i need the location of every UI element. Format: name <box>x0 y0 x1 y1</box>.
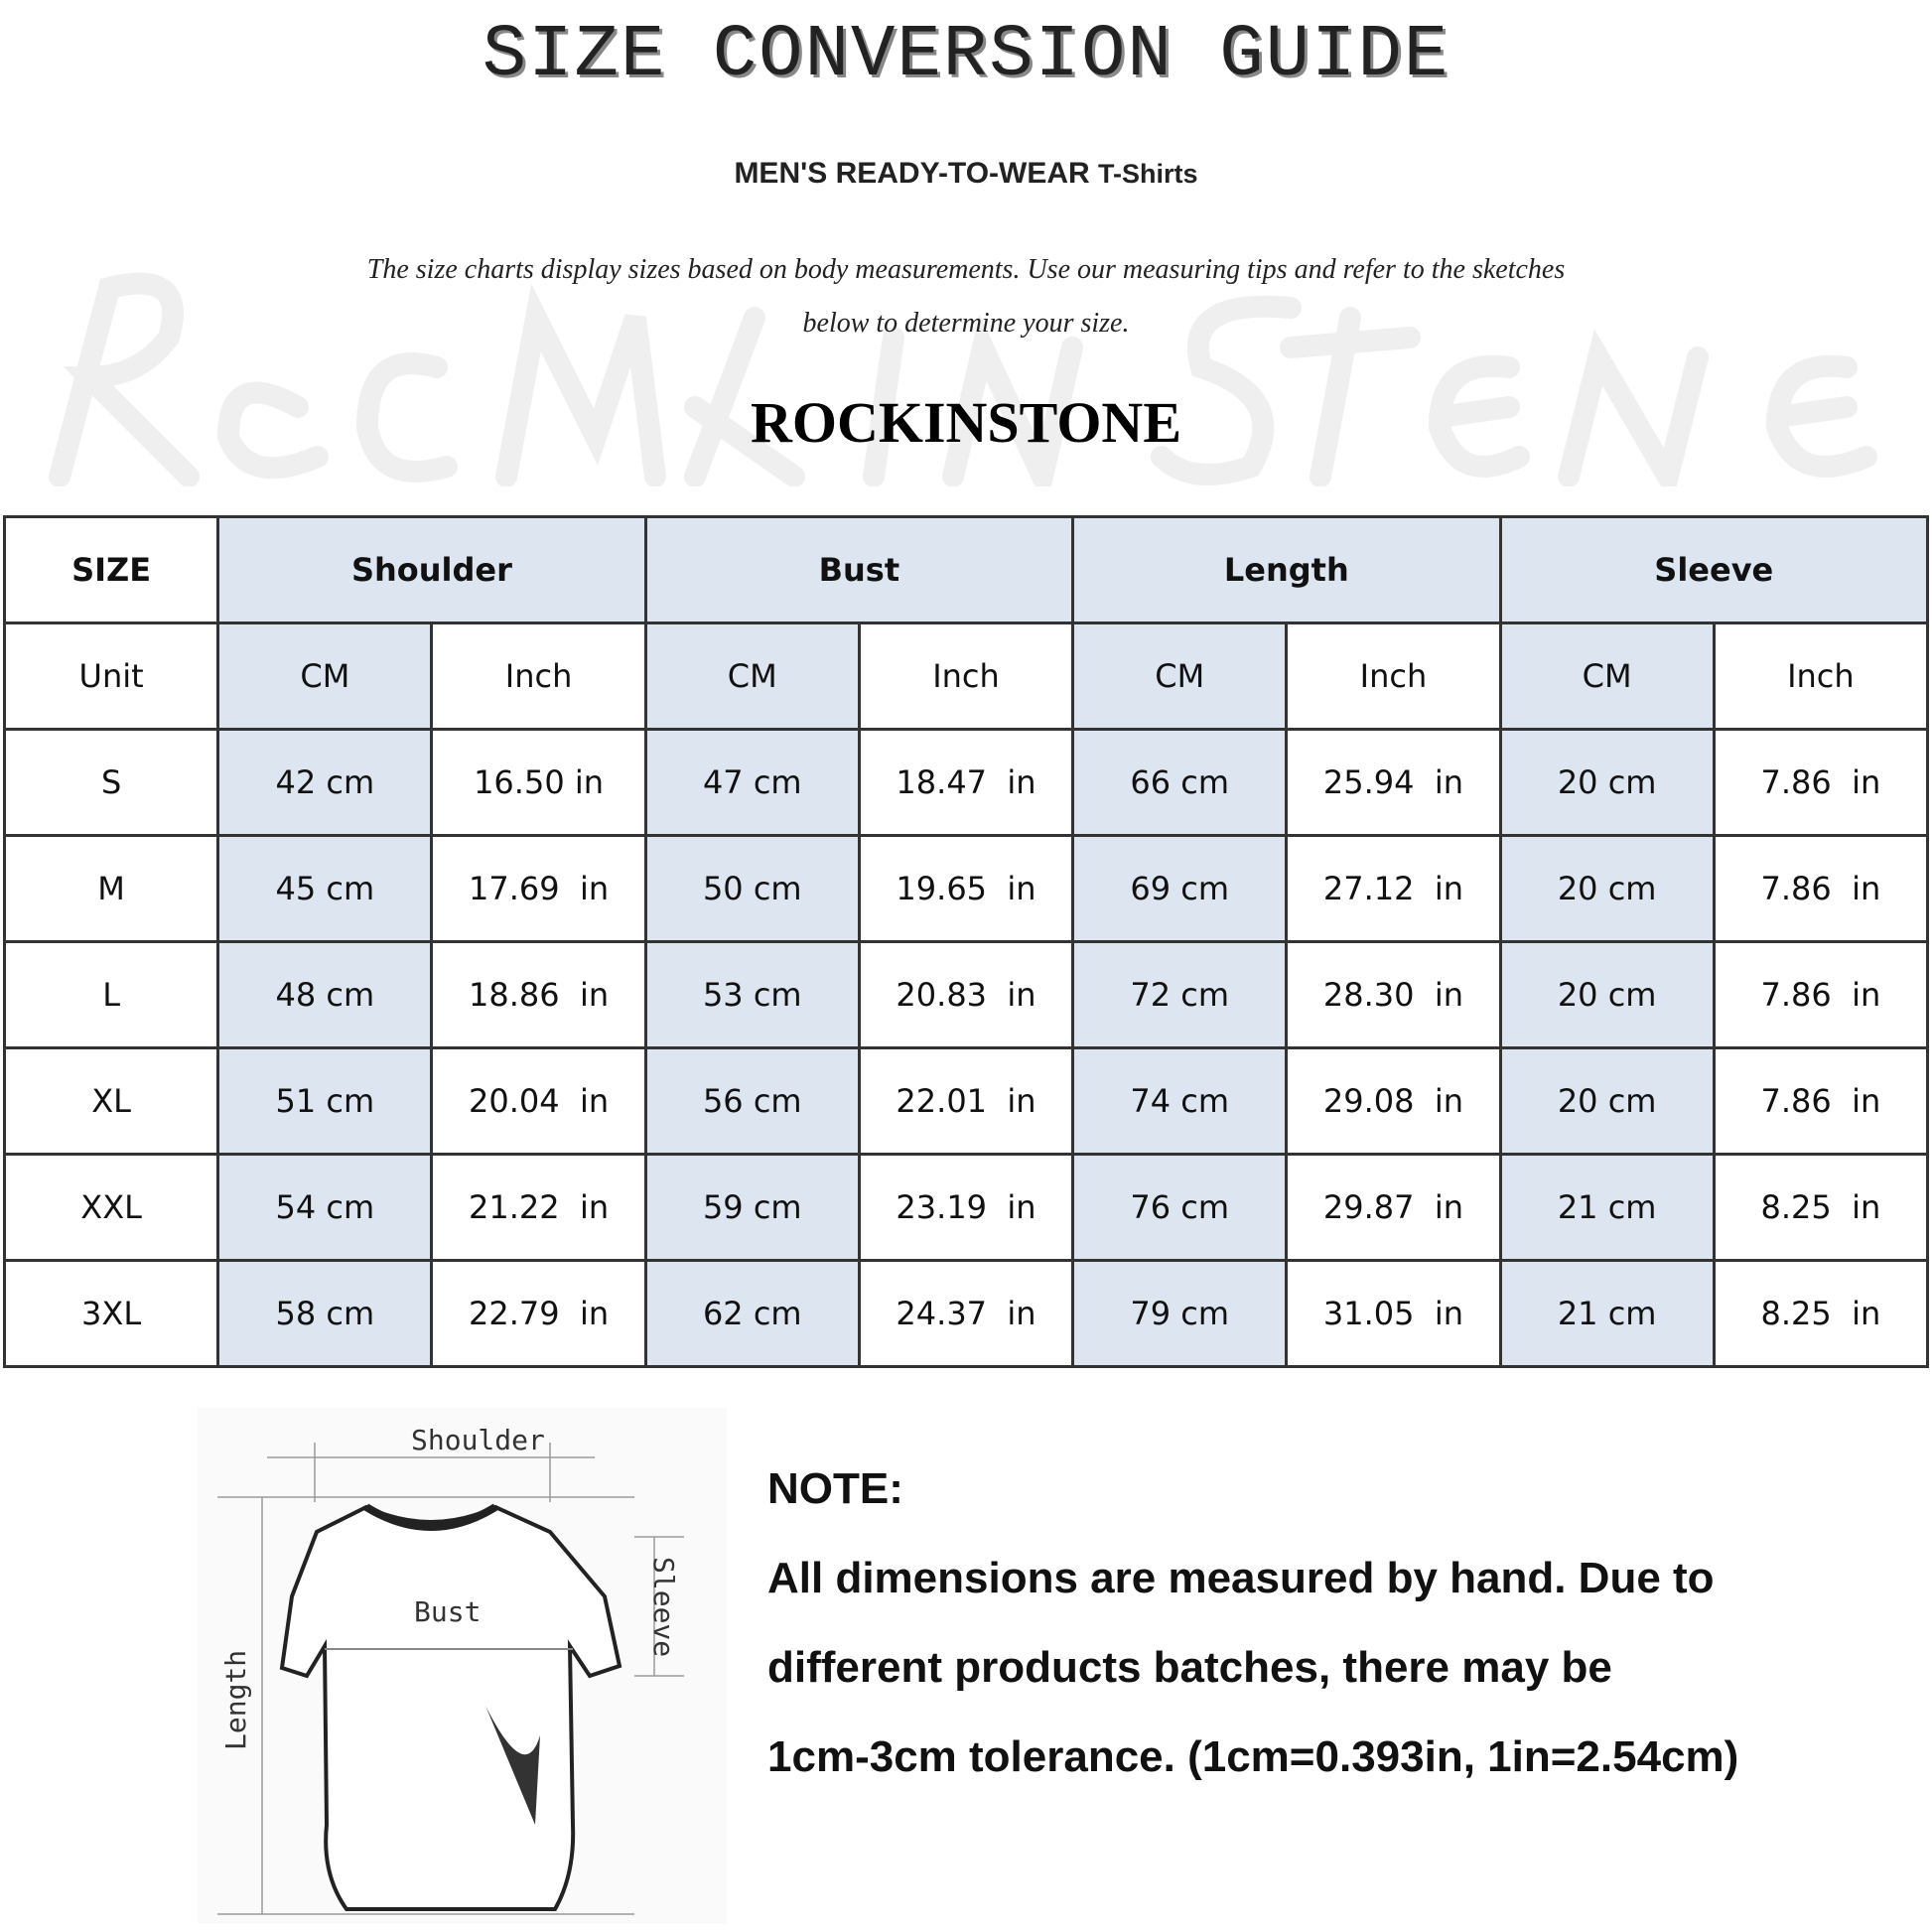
table-cell: 28.30 in <box>1285 940 1502 1049</box>
table-cell: 23.19 in <box>857 1153 1075 1262</box>
table-cell: 74 cm <box>1071 1046 1289 1156</box>
table-cell: 24.37 in <box>857 1259 1075 1368</box>
table-cell: 47 cm <box>643 728 861 837</box>
group-header-bust: Bust <box>643 515 1075 624</box>
unit-label: Unit <box>2 621 220 731</box>
table-cell: 62 cm <box>643 1259 861 1368</box>
unit-row: Unit CM Inch CM Inch CM Inch CM Inch <box>2 621 1930 731</box>
table-cell: 45 cm <box>216 834 434 943</box>
size-label: L <box>2 940 220 1049</box>
table-cell: 76 cm <box>1071 1153 1289 1262</box>
size-label: 3XL <box>2 1259 220 1368</box>
table-cell: 20.83 in <box>857 940 1075 1049</box>
subtitle-product: T-Shirts <box>1098 159 1198 189</box>
intro-line-1: The size charts display sizes based on b… <box>366 254 1566 285</box>
group-header-sleeve: Sleeve <box>1498 515 1930 624</box>
unit-header: Inch <box>430 621 647 731</box>
note-heading: NOTE: <box>767 1464 903 1513</box>
table-row: S 42 cm 16.50 in 47 cm 18.47 in 66 cm 25.94 in… <box>2 728 1930 837</box>
unit-header: Inch <box>1712 621 1930 731</box>
brand-name: ROCKINSTONE <box>750 390 1182 455</box>
diagram-label-sleeve: Sleeve <box>647 1557 680 1657</box>
table-cell: 21 cm <box>1498 1153 1716 1262</box>
table-cell: 59 cm <box>643 1153 861 1262</box>
size-table: SIZE Shoulder Bust Length Sleeve Unit CM Inch CM… <box>2 515 1930 1368</box>
table-cell: 19.65 in <box>857 834 1075 943</box>
table-cell: 69 cm <box>1071 834 1289 943</box>
table-cell: 48 cm <box>216 940 434 1049</box>
size-label: S <box>2 728 220 837</box>
watermark-graphic <box>49 272 1877 486</box>
note-line-1: All dimensions are measured by hand. Due… <box>767 1554 1715 1602</box>
table-cell: 53 cm <box>643 940 861 1049</box>
intro-line-2: below to determine your size. <box>802 308 1130 339</box>
size-header: SIZE <box>2 515 220 624</box>
table-cell: 7.86 in <box>1712 1046 1930 1156</box>
table-cell: 25.94 in <box>1285 728 1502 837</box>
table-cell: 56 cm <box>643 1046 861 1156</box>
table-cell: 27.12 in <box>1285 834 1502 943</box>
table-cell: 17.69 in <box>430 834 647 943</box>
subtitle: MEN'S READY-TO-WEAR T-Shirts <box>0 157 1932 191</box>
table-cell: 20.04 in <box>430 1046 647 1156</box>
note-line-2: different products batches, there may be <box>767 1643 1612 1692</box>
diagram-label-shoulder: Shoulder <box>411 1424 545 1456</box>
table-row: L 48 cm 18.86 in 53 cm 20.83 in 72 cm 28.30 in… <box>2 940 1930 1049</box>
table-cell: 7.86 in <box>1712 834 1930 943</box>
table-cell: 20 cm <box>1498 728 1716 837</box>
unit-header: Inch <box>857 621 1075 731</box>
table-cell: 66 cm <box>1071 728 1289 837</box>
table-cell: 29.87 in <box>1285 1153 1502 1262</box>
table-cell: 22.79 in <box>430 1259 647 1368</box>
table-cell: 20 cm <box>1498 1046 1716 1156</box>
tshirt-measurement-diagram: Shoulder Bust Length Sleeve <box>198 1408 727 1924</box>
table-header-row: SIZE Shoulder Bust Length Sleeve <box>2 515 1930 624</box>
table-row: XXL 54 cm 21.22 in 59 cm 23.19 in 76 cm 29.87 … <box>2 1153 1930 1262</box>
table-cell: 22.01 in <box>857 1046 1075 1156</box>
unit-header: CM <box>216 621 434 731</box>
table-cell: 18.47 in <box>857 728 1075 837</box>
note-line-3: 1cm-3cm tolerance. (1cm=0.393in, 1in=2.5… <box>767 1732 1739 1781</box>
table-cell: 54 cm <box>216 1153 434 1262</box>
unit-header: CM <box>1071 621 1289 731</box>
table-cell: 16.50 in <box>430 728 647 837</box>
size-label: XL <box>2 1046 220 1156</box>
table-cell: 7.86 in <box>1712 940 1930 1049</box>
subtitle-main: MEN'S READY-TO-WEAR <box>734 157 1090 190</box>
table-cell: 21 cm <box>1498 1259 1716 1368</box>
table-cell: 21.22 in <box>430 1153 647 1262</box>
table-row: XL 51 cm 20.04 in 56 cm 22.01 in 74 cm 29.08 i… <box>2 1046 1930 1156</box>
table-cell: 51 cm <box>216 1046 434 1156</box>
table-cell: 8.25 in <box>1712 1259 1930 1368</box>
table-cell: 79 cm <box>1071 1259 1289 1368</box>
unit-header: Inch <box>1285 621 1502 731</box>
diagram-label-length: Length <box>219 1650 252 1750</box>
table-row: 3XL 58 cm 22.79 in 62 cm 24.37 in 79 cm 31.05 … <box>2 1259 1930 1368</box>
table-cell: 31.05 in <box>1285 1259 1502 1368</box>
table-cell: 42 cm <box>216 728 434 837</box>
table-cell: 18.86 in <box>430 940 647 1049</box>
table-cell: 8.25 in <box>1712 1153 1930 1262</box>
table-cell: 20 cm <box>1498 834 1716 943</box>
page-title: SIZE CONVERSION GUIDE <box>482 14 1450 97</box>
size-label: M <box>2 834 220 943</box>
table-cell: 20 cm <box>1498 940 1716 1049</box>
unit-header: CM <box>1498 621 1716 731</box>
size-label: XXL <box>2 1153 220 1262</box>
table-cell: 72 cm <box>1071 940 1289 1049</box>
group-header-shoulder: Shoulder <box>216 515 647 624</box>
table-cell: 58 cm <box>216 1259 434 1368</box>
table-cell: 50 cm <box>643 834 861 943</box>
table-row: M 45 cm 17.69 in 50 cm 19.65 in 69 cm 27.12 in… <box>2 834 1930 943</box>
group-header-length: Length <box>1071 515 1502 624</box>
unit-header: CM <box>643 621 861 731</box>
table-cell: 29.08 in <box>1285 1046 1502 1156</box>
table-cell: 7.86 in <box>1712 728 1930 837</box>
diagram-label-bust: Bust <box>414 1595 481 1628</box>
note: NOTE: All dimensions are measured by han… <box>767 1445 1919 1802</box>
